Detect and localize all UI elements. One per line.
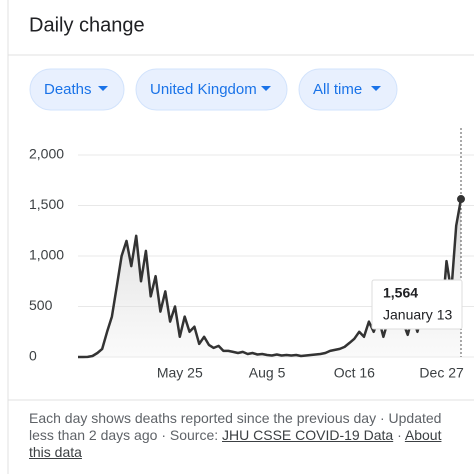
y-tick-label: 500	[29, 297, 53, 313]
tooltip-date: January 13	[383, 307, 452, 323]
chip-label[interactable]: United Kingdom	[150, 81, 257, 98]
footer: Each day shows deaths reported since the…	[29, 410, 449, 461]
separator: ·	[161, 427, 166, 443]
chip-label[interactable]: All time	[313, 81, 362, 98]
chip-label[interactable]: Deaths	[44, 81, 92, 98]
area	[78, 199, 461, 357]
plot: 0 500 1,000 1,500 2,000 May 25 Aug 5 Oct 16 Dec …	[29, 128, 474, 381]
y-tick-label: 0	[29, 348, 37, 364]
source-link[interactable]: JHU CSSE COVID-19 Data	[222, 427, 394, 443]
x-tick-label: Dec 27	[419, 365, 464, 381]
x-tick-label: May 25	[157, 365, 203, 381]
footer-note: Each day shows deaths reported since the…	[29, 410, 442, 443]
x-tick-label: Aug 5	[249, 365, 286, 381]
tooltip-value: 1,564	[383, 285, 418, 301]
filter-chip[interactable]: All time	[298, 68, 398, 111]
x-tick-label: Oct 16	[334, 365, 375, 381]
tooltip	[371, 279, 463, 330]
separator: ·	[397, 427, 402, 443]
filter-chip[interactable]: United Kingdom	[135, 68, 288, 111]
y-tick-label: 2,000	[29, 146, 64, 162]
y-tick-label: 1,500	[29, 196, 64, 212]
filter-chip[interactable]: Deaths	[29, 68, 125, 111]
source-label: Source:	[169, 427, 219, 443]
y-tick-label: 1,000	[29, 247, 64, 263]
title: Daily change	[29, 14, 145, 36]
about-link[interactable]: About this data	[29, 427, 442, 460]
point	[457, 195, 465, 204]
